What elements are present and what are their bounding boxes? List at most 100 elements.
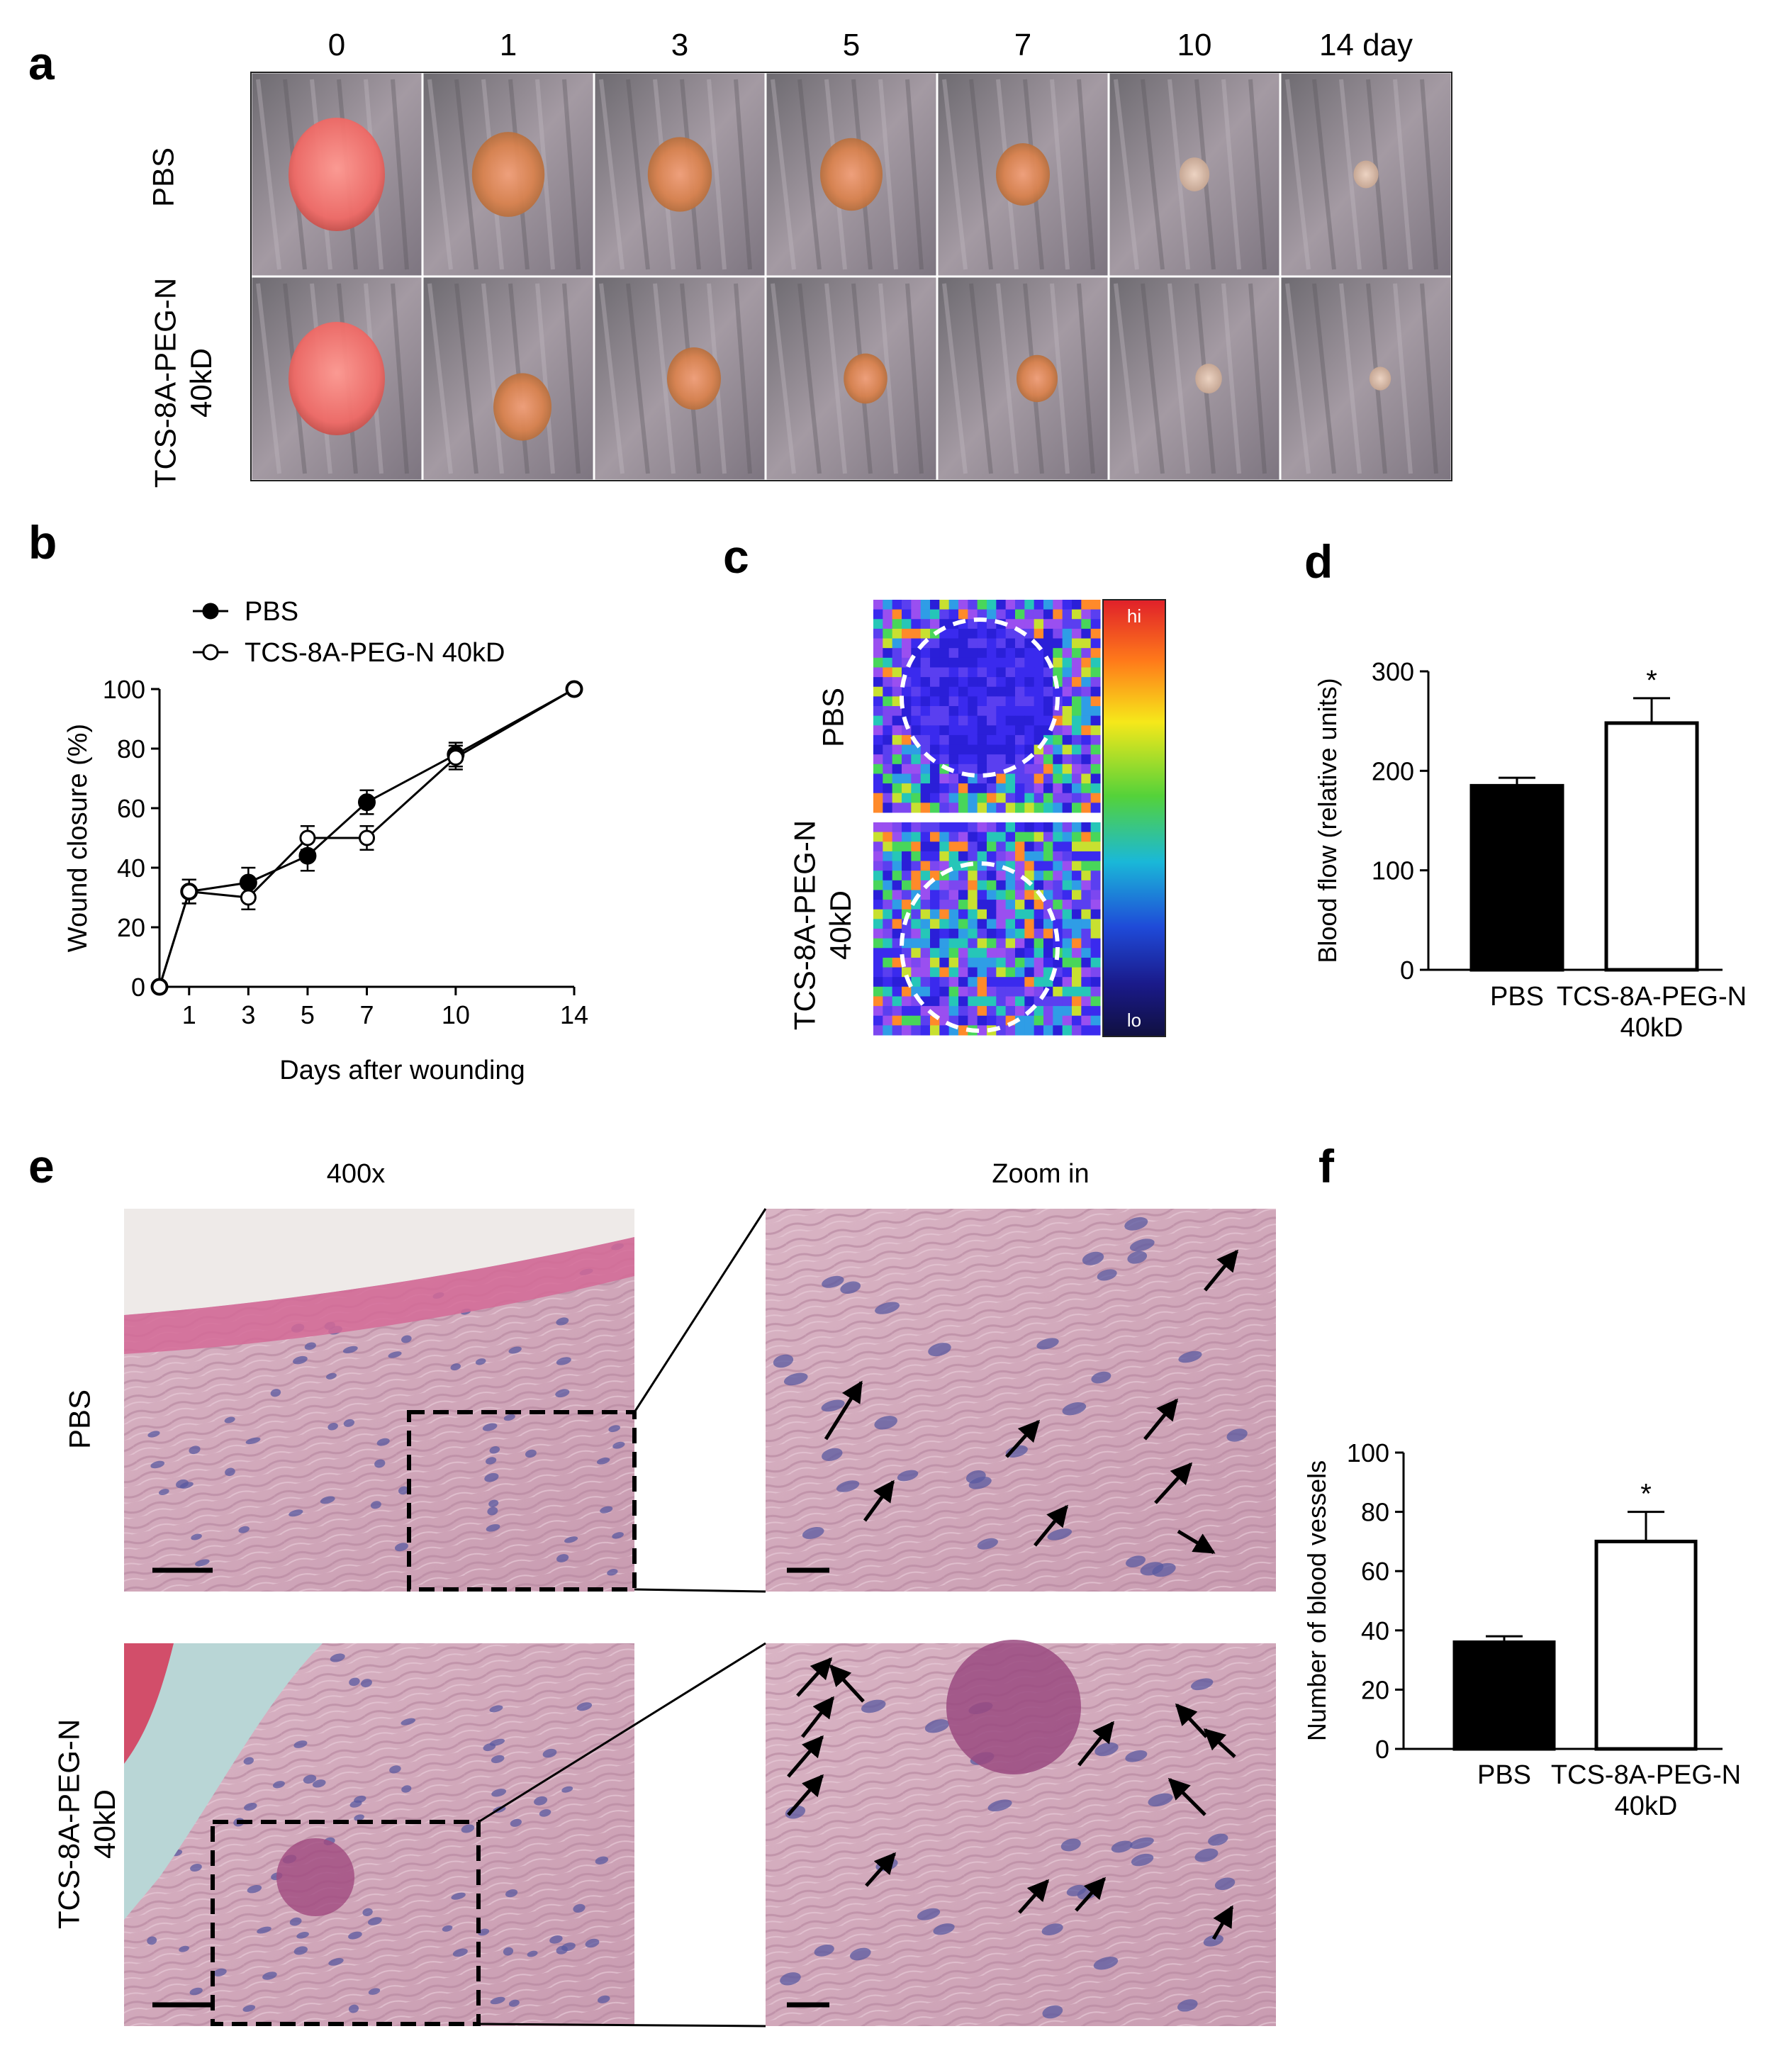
perfusion-pixel (1072, 1025, 1082, 1036)
perfusion-pixel (1081, 657, 1092, 668)
perfusion-pixel (1072, 900, 1082, 910)
perfusion-pixel (930, 744, 940, 755)
slide-background (124, 1209, 634, 1315)
perfusion-pixel (977, 783, 987, 794)
perfusion-pixel (987, 909, 997, 919)
perfusion-pixel (911, 773, 922, 784)
nucleus (401, 1718, 416, 1726)
perfusion-pixel (873, 696, 883, 707)
perfusion-pixel (996, 822, 1007, 833)
perfusion-pixel (1081, 986, 1092, 997)
perfusion-pixel (920, 696, 931, 707)
perfusion-pixel (1034, 725, 1044, 736)
nucleus (325, 1372, 337, 1380)
perfusion-pixel (930, 619, 940, 630)
perfusion-pixel (939, 725, 950, 736)
y-tick-label: 100 (1372, 856, 1414, 885)
perfusion-pixel (930, 773, 940, 784)
perfusion-pixel (892, 628, 902, 639)
perfusion-pixel (968, 1006, 978, 1017)
perfusion-pixel (1024, 900, 1035, 910)
nucleus (489, 1446, 500, 1454)
perfusion-pixel (920, 967, 931, 978)
perfusion-pixel (996, 890, 1007, 900)
fur-texture (653, 283, 676, 474)
perfusion-pixel (902, 1025, 912, 1036)
perfusion-pixel (1043, 677, 1053, 688)
perfusion-pixel (1024, 822, 1035, 833)
perfusion-pixel (958, 822, 968, 833)
perfusion-pixel (911, 948, 922, 958)
perfusion-pixel (1015, 764, 1025, 774)
perfusion-pixel (911, 1025, 922, 1036)
fur-texture (1167, 79, 1190, 270)
nucleus (1093, 1957, 1119, 1970)
perfusion-pixel (892, 754, 902, 765)
day-label: 14 day (1319, 28, 1413, 62)
perfusion-pixel (902, 851, 912, 862)
legend-label: PBS (245, 597, 298, 627)
perfusion-pixel (1043, 667, 1053, 678)
perfusion-pixel (977, 948, 987, 958)
perfusion-pixel (1024, 764, 1035, 774)
perfusion-pixel (1034, 948, 1044, 958)
perfusion-pixel (902, 696, 912, 707)
perfusion-pixel (939, 861, 950, 871)
nucleus (330, 1653, 345, 1662)
perfusion-pixel (958, 919, 968, 929)
inset-box-pbs (407, 1410, 637, 1592)
perfusion-pixel (930, 977, 940, 988)
perfusion-pixel (958, 696, 968, 707)
nucleus (861, 1699, 886, 1713)
nucleus (489, 1705, 503, 1713)
perfusion-pixel (892, 996, 902, 1007)
perfusion-pixel (1090, 1006, 1101, 1017)
perfusion-pixel (1072, 783, 1082, 794)
row-label-tcs-line: TCS-8A-PEG-N (52, 1719, 86, 1929)
fur-texture (454, 283, 478, 474)
perfusion-pixel (1062, 686, 1073, 697)
perfusion-pixel (1043, 841, 1053, 852)
panel-b: b 0 20 40 60 80 100 1 3 5 7 10 14 Wound closure (%) D… (28, 516, 588, 1085)
perfusion-pixel (1005, 696, 1016, 707)
perfusion-pixel (873, 600, 883, 610)
category-label: 40kD (1620, 1013, 1684, 1043)
perfusion-pixel (873, 628, 883, 639)
perfusion-pixel (1062, 600, 1073, 610)
perfusion-pixel (902, 619, 912, 630)
perfusion-pixel (1072, 948, 1082, 958)
perfusion-pixel (911, 600, 922, 610)
perfusion-pixel (1005, 929, 1016, 939)
perfusion-pixel (911, 628, 922, 639)
perfusion-pixel (1043, 783, 1053, 794)
perfusion-pixel (883, 948, 893, 958)
fur-texture (905, 283, 924, 474)
perfusion-pixel (987, 929, 997, 939)
panel-d-letter: d (1304, 535, 1333, 588)
perfusion-pixel (968, 628, 978, 639)
fur-texture (1077, 79, 1095, 270)
nucleus (576, 1702, 593, 1711)
nucleus (917, 1908, 941, 1920)
perfusion-pixel (958, 783, 968, 794)
perfusion-pixel (958, 986, 968, 997)
perfusion-pixel (1090, 764, 1101, 774)
fur-texture (1339, 79, 1362, 270)
nucleus (179, 1945, 189, 1952)
nucleus (376, 1438, 390, 1446)
perfusion-pixel (1015, 996, 1025, 1007)
nucleus (1062, 1402, 1087, 1416)
fur-texture (1285, 79, 1311, 270)
perfusion-pixel (968, 929, 978, 939)
perfusion-pixel (1043, 638, 1053, 649)
perfusion-pixel (939, 677, 950, 688)
perfusion-pixel (1015, 986, 1025, 997)
perfusion-pixel (873, 744, 883, 755)
perfusion-pixel (920, 919, 931, 929)
perfusion-pixel (1015, 919, 1025, 929)
perfusion-pixel (892, 783, 902, 794)
perfusion-pixel (1081, 628, 1092, 639)
nucleus (525, 1449, 537, 1458)
nucleus (450, 1363, 461, 1371)
perfusion-pixel (920, 677, 931, 688)
